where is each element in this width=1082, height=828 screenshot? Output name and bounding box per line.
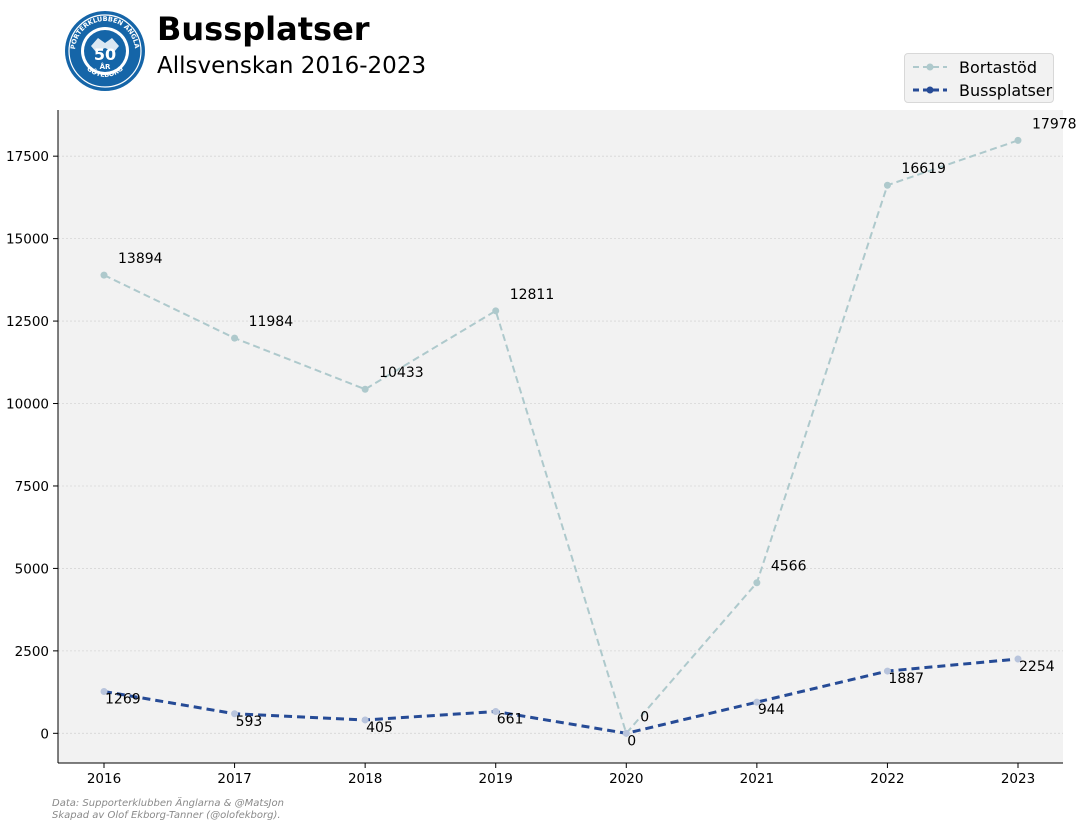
- legend-label-bussplatser: Bussplatser: [959, 80, 1053, 100]
- point-bussplatser: [622, 729, 630, 737]
- y-tick-label: 17500: [6, 149, 49, 165]
- x-tick-label: 2023: [1001, 771, 1035, 787]
- point-bortastod: [361, 385, 369, 393]
- series-line-bortastod: [103, 139, 1019, 736]
- legend-item-bussplatser: Bussplatser: [911, 79, 1052, 101]
- legend-label-bortastod: Bortastöd: [959, 57, 1037, 77]
- footer-data-source: Data: Supporterklubben Änglarna & @MatsJ…: [52, 798, 284, 809]
- series-line-bussplatser: [103, 657, 1019, 735]
- y-tick-label: 5000: [15, 561, 49, 577]
- data-label-bortastod: 11984: [249, 314, 294, 330]
- point-bortastod: [231, 334, 239, 342]
- axes: 0 2500 5000 7500 10000 12500 15000 17500 2016 201…: [6, 110, 1063, 787]
- data-label-bussplatser: 1887: [888, 671, 924, 687]
- data-label-bussplatser: 1269: [105, 691, 141, 707]
- club-logo: SUPPORTERKLUBBEN ÄNGLARNA GÖTEBORG 50 ÅR: [61, 4, 146, 92]
- point-bussplatser: [492, 708, 500, 716]
- y-tick-label: 12500: [6, 314, 49, 330]
- plot-area: [58, 110, 1063, 763]
- y-tick-label: 7500: [15, 479, 49, 495]
- legend-swatch-bortastod: [913, 63, 947, 71]
- point-bortastod: [883, 181, 891, 189]
- x-tick-label: 2020: [609, 771, 643, 787]
- page-title: Bussplatser: [157, 10, 370, 48]
- legend-item-bortastod: Bortastöd: [911, 56, 1037, 78]
- y-tick-label: 15000: [6, 232, 49, 248]
- x-tick-label: 2022: [870, 771, 904, 787]
- footer-credits: Data: Supporterklubben Änglarna & @MatsJ…: [52, 798, 284, 822]
- data-label-bussplatser: 661: [497, 712, 524, 728]
- point-bussplatser: [883, 667, 891, 675]
- data-label-bortastod: 12811: [510, 287, 555, 303]
- legend: Bortastöd Bussplatser: [904, 53, 1054, 103]
- data-label-bortastod: 0: [640, 709, 649, 725]
- page-subtitle: Allsvenskan 2016-2023: [157, 53, 427, 79]
- data-label-bortastod: 4566: [771, 559, 807, 575]
- y-tick-label: 10000: [6, 397, 49, 413]
- legend-swatch-bussplatser: [913, 86, 947, 94]
- x-tick-label: 2019: [479, 771, 513, 787]
- grid-lines: [58, 155, 1063, 734]
- series: [100, 136, 1022, 737]
- data-labels: 13894 11984 10433 12811 0 4566 16619 17978 1269 5…: [105, 116, 1077, 749]
- data-label-bussplatser: 2254: [1019, 659, 1055, 675]
- point-bussplatser: [231, 710, 239, 718]
- x-tick-label: 2017: [217, 771, 251, 787]
- data-label-bortastod: 17978: [1032, 116, 1077, 132]
- data-label-bortastod: 16619: [901, 161, 946, 177]
- x-tick-label: 2016: [87, 771, 121, 787]
- data-label-bussplatser: 405: [366, 720, 393, 736]
- logo-text: ÅR: [100, 62, 111, 71]
- footer-author: Skapad av Olof Ekborg-Tanner (@olofekbor…: [52, 810, 281, 821]
- point-bortastod: [100, 271, 108, 279]
- data-label-bortastod: 13894: [118, 251, 163, 267]
- point-bussplatser: [361, 716, 369, 724]
- point-bussplatser: [753, 698, 761, 706]
- data-label-bussplatser: 944: [758, 702, 785, 718]
- data-label-bussplatser: 0: [627, 733, 636, 749]
- logo-number: 50: [94, 45, 116, 64]
- point-bortastod: [753, 579, 761, 587]
- data-label-bussplatser: 593: [236, 714, 263, 730]
- data-label-bortastod: 10433: [379, 365, 424, 381]
- point-bussplatser: [1014, 655, 1022, 663]
- y-tick-label: 2500: [15, 644, 49, 660]
- logo-emblem: SUPPORTERKLUBBEN ÄNGLARNA GÖTEBORG 50 ÅR: [61, 4, 145, 91]
- y-tick-label: 0: [40, 726, 49, 742]
- point-bussplatser: [100, 687, 108, 695]
- point-bortastod: [1014, 136, 1022, 144]
- x-tick-label: 2018: [348, 771, 382, 787]
- x-tick-label: 2021: [740, 771, 774, 787]
- point-bortastod: [492, 307, 500, 315]
